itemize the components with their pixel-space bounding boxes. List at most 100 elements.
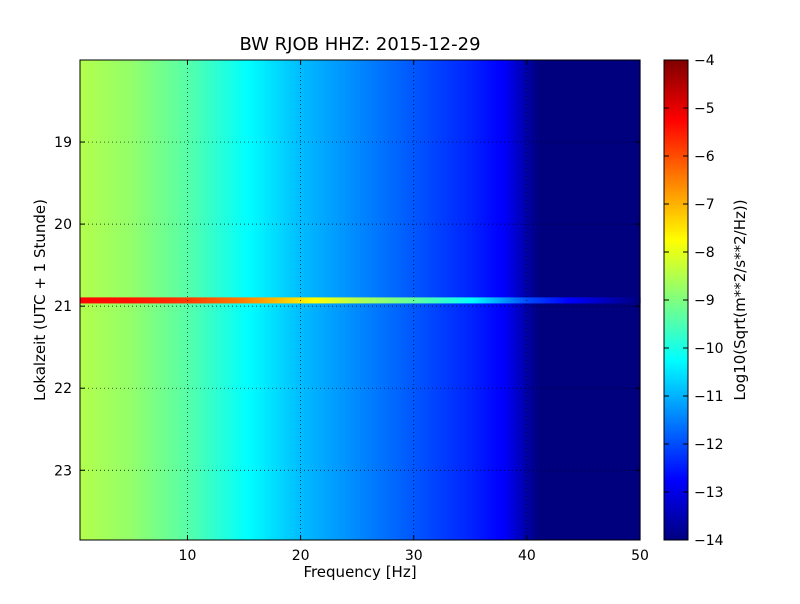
event-cell (264, 297, 269, 304)
event-cell (502, 297, 507, 304)
event-cell (222, 297, 227, 304)
x-tick-label: 20 (292, 548, 310, 564)
x-axis-ticks: 10 20 30 40 50 (179, 60, 649, 564)
event-cell (494, 297, 498, 304)
event-cell (312, 297, 316, 304)
event-cell (256, 297, 260, 304)
event-cell (295, 297, 299, 304)
spectrogram-heatmap (80, 60, 641, 540)
event-cell (516, 297, 521, 304)
event-cell (276, 297, 280, 304)
event-cell (239, 297, 243, 304)
event-cell (343, 297, 347, 304)
y-axis-label: Lokalzeit (UTC + 1 Stunde) (31, 199, 49, 401)
event-cell (432, 297, 437, 304)
event-cell (164, 297, 168, 304)
event-cell (80, 297, 84, 304)
event-cell (586, 297, 591, 304)
event-cell (292, 297, 297, 304)
event-cell (200, 297, 204, 304)
event-cell (368, 297, 372, 304)
event-cell (483, 297, 487, 304)
event-cell (273, 297, 277, 304)
event-cell (612, 297, 616, 304)
x-tick-label: 10 (179, 548, 197, 564)
event-cell (172, 297, 176, 304)
event-cell (278, 297, 283, 304)
event-cell (564, 297, 568, 304)
event-cell (340, 297, 344, 304)
event-cell (634, 297, 638, 304)
event-cell (194, 297, 199, 304)
event-cell (203, 297, 207, 304)
event-cell (542, 297, 546, 304)
event-cell (598, 297, 602, 304)
event-cell (236, 297, 241, 304)
event-cell (567, 297, 571, 304)
event-cell (416, 297, 420, 304)
grid-lines (80, 60, 640, 540)
event-cell (558, 297, 563, 304)
event-cell (410, 297, 414, 304)
event-cell (623, 297, 627, 304)
event-cell (133, 297, 137, 304)
event-cell (337, 297, 341, 304)
event-cell (354, 297, 358, 304)
event-cell (382, 297, 386, 304)
event-cell (231, 297, 235, 304)
colorbar-tick-label: −6 (694, 149, 715, 165)
event-cell (528, 297, 532, 304)
event-cell (617, 297, 621, 304)
event-cell (511, 297, 515, 304)
event-cell (550, 297, 554, 304)
colorbar-tick-label: −7 (694, 197, 715, 213)
event-cell (124, 297, 129, 304)
event-cell (472, 297, 476, 304)
colorbar-tick-label: −9 (694, 293, 715, 309)
y-axis-ticks: 19 20 21 22 23 (54, 135, 640, 479)
event-cell (85, 297, 89, 304)
event-cell (234, 297, 238, 304)
event-cell (609, 297, 613, 304)
colorbar-tick-label: −13 (694, 485, 724, 501)
event-cell (539, 297, 543, 304)
event-cell (189, 297, 193, 304)
chart-title: BW RJOB HHZ: 2015-12-29 (239, 34, 480, 55)
event-cell (287, 297, 291, 304)
event-cell (407, 297, 411, 304)
event-cell (141, 297, 145, 304)
event-cell (214, 297, 218, 304)
event-cell (486, 297, 490, 304)
event-cell (228, 297, 232, 304)
event-cell (556, 297, 560, 304)
event-cell (290, 297, 294, 304)
event-cell (536, 297, 540, 304)
event-cell (544, 297, 549, 304)
event-cell (480, 297, 484, 304)
event-cell (211, 297, 215, 304)
event-cell (474, 297, 479, 304)
event-cell (332, 297, 336, 304)
event-cell (267, 297, 271, 304)
event-cell (500, 297, 504, 304)
event-cell (581, 297, 585, 304)
event-cell (110, 297, 115, 304)
event-cell (466, 297, 470, 304)
event-cell (424, 297, 428, 304)
event-cell (245, 297, 249, 304)
event-cell (393, 297, 397, 304)
event-cell (113, 297, 117, 304)
event-cell (441, 297, 445, 304)
event-cell (253, 297, 257, 304)
event-cell (323, 297, 327, 304)
event-cell (402, 297, 406, 304)
event-cell (318, 297, 322, 304)
event-cell (178, 297, 182, 304)
event-cell (250, 297, 255, 304)
event-cell (116, 297, 120, 304)
event-cell (326, 297, 330, 304)
event-cell (206, 297, 210, 304)
event-cell (259, 297, 263, 304)
event-cell (592, 297, 596, 304)
